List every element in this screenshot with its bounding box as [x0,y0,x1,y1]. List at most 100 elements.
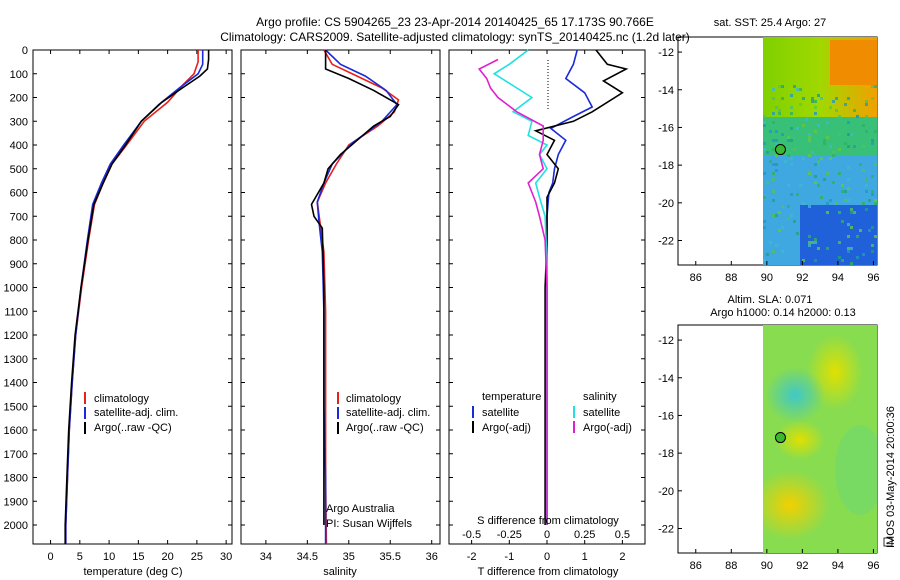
series-line [492,49,549,525]
sst-pixel [775,214,778,217]
depth-tick-label: 400 [10,140,28,152]
sst-pixel [778,211,781,214]
sst-pixel [778,229,781,232]
imos-timestamp: IMOS 03-May-2014 20:00:36 [885,406,897,548]
map-y-tick-label: -12 [658,47,674,59]
imos-logo-icon [883,537,893,547]
sst-pixel [817,184,820,187]
sst-pixel [811,97,814,100]
s-difference-label: S difference from climatology [477,515,619,527]
series-line [65,50,204,544]
salinity-legend: climatology satellite-adj. clim. Argo(..… [337,392,430,434]
sst-pixel [838,133,841,136]
sst-pixel [787,136,790,139]
sst-pixel [850,211,853,214]
map-y-tick-label: -20 [658,486,674,498]
depth-tick-label: 1600 [4,425,28,437]
argo-position-marker [774,144,786,156]
legend-satellite-label: satellite-adj. clim. [94,407,178,419]
sst-pixel [763,172,766,175]
legend-satellite-label: satellite-adj. clim. [346,407,430,419]
sst-pixel [772,190,775,193]
sst-pixel [844,199,847,202]
depth-tick-label: 1700 [4,449,28,461]
sst-pixel [787,217,790,220]
sst-pixel [850,133,853,136]
sst-pixel [796,127,799,130]
sst-pixel [862,124,865,127]
sst-pixel [763,124,766,127]
sst-pixel [871,193,874,196]
sst-pixel [787,205,790,208]
sst-pixel [790,214,793,217]
sst-pixel [826,211,829,214]
map-y-tick-label: -12 [658,335,674,347]
map-x-tick-label: 96 [867,272,879,284]
sst-pixel [787,154,790,157]
sst-pixel [772,121,775,124]
sst-pixel [838,211,841,214]
salinity-axis-label: salinity [323,566,357,578]
sst-pixel [790,127,793,130]
sst-pixel [850,208,853,211]
sst-pixel [841,184,844,187]
sst-pixel [790,106,793,109]
sst-pixel [814,112,817,115]
sst-pixel [856,115,859,118]
sst-pixel [808,241,811,244]
x-tick-label: 36 [426,551,438,563]
series-line [316,49,398,544]
sst-pixel [847,223,850,226]
sst-pixel [793,148,796,151]
sst-pixel [865,208,868,211]
sst-pixel [814,106,817,109]
sst-pixel [814,130,817,133]
map-y-tick-label: -14 [658,373,674,385]
sst-pixel [772,250,775,253]
sst-pixel [847,199,850,202]
sst-pixel [862,145,865,148]
x-tick-label: 25 [191,551,203,563]
sst-pixel [874,235,877,238]
sst-pixel [826,172,829,175]
x-tick-label: 10 [103,551,115,563]
map-axes: 86 88 90 92 94 96 -12 -14 -16 -18 -20 -22 86 88 90 92 94… [658,47,879,572]
s-tick-label: -0.25 [497,529,522,541]
sst-pixel [832,181,835,184]
credit-pi: PI: Susan Wijffels [326,518,412,530]
sst-pixel [802,97,805,100]
depth-tick-label: 1200 [4,330,28,342]
sst-pixel [796,193,799,196]
argo-position-marker [774,432,786,444]
sst-map-title: sat. SST: 25.4 Argo: 27 [714,17,827,29]
sst-pixel [790,157,793,160]
sst-pixel [871,175,874,178]
map-x-tick-label: 92 [796,272,808,284]
sst-pixel [772,148,775,151]
sst-pixel [838,172,841,175]
map-y-tick-label: -18 [658,448,674,460]
map-x-tick-label: 88 [725,272,737,284]
sst-pixel [820,196,823,199]
sst-pixel [850,226,853,229]
sst-pixel [871,142,874,145]
sst-pixel [802,124,805,127]
series-line [477,58,548,525]
sst-pixel [775,130,778,133]
temperature-panel-frame [32,49,233,545]
sst-pixel [841,220,844,223]
sst-pixel [829,199,832,202]
sst-pixel [853,109,856,112]
sst-pixel [847,235,850,238]
sst-pixel [766,181,769,184]
depth-tick-label: 1100 [4,306,28,318]
sst-pixel [814,100,817,103]
sst-pixel [832,100,835,103]
depth-tick-label: 300 [10,116,28,128]
sst-pixel [781,97,784,100]
difference-legend: temperature salinity satellite Argo(-adj… [472,391,632,434]
sst-pixel [847,187,850,190]
sst-pixel [835,109,838,112]
sst-pixel [775,106,778,109]
legend-temperature-heading: temperature [482,391,541,403]
